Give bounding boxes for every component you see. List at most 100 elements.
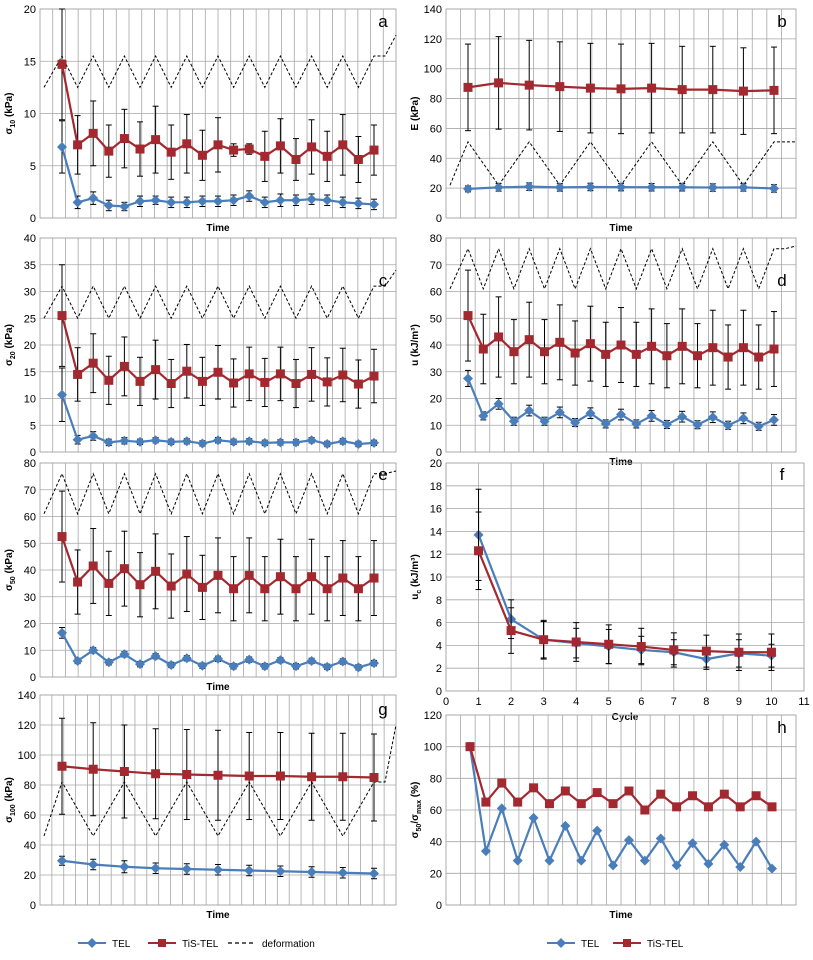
data-point-tel xyxy=(306,194,317,205)
data-point-tel xyxy=(197,660,208,671)
data-point-tis-tel xyxy=(353,584,363,594)
data-point-tis-tel xyxy=(213,140,223,150)
data-point-tis-tel xyxy=(769,85,779,95)
y-tick-label: 20 xyxy=(430,868,442,880)
data-point-tel xyxy=(57,141,67,152)
plot-frame xyxy=(445,714,797,906)
y-axis-label-unit: (kPa) xyxy=(410,97,421,124)
y-axis-label-sub: 20 xyxy=(10,351,17,359)
y-axis-label: σ100 (kPa) xyxy=(4,777,17,823)
y-tick-label: 10 xyxy=(24,645,36,657)
data-point-tis-tel xyxy=(767,802,777,812)
data-point-tis-tel xyxy=(151,365,161,375)
data-point-tis-tel xyxy=(104,375,114,385)
data-point-tis-tel xyxy=(88,128,98,138)
data-point-tis-tel xyxy=(529,783,539,793)
data-point-tis-tel xyxy=(119,134,129,144)
x-tick-label: 9 xyxy=(736,696,742,708)
data-point-tis-tel xyxy=(369,573,379,583)
data-point-tis-tel xyxy=(592,788,602,798)
y-axis-label-sub: c xyxy=(416,590,423,594)
data-point-tel xyxy=(753,421,764,432)
legend-tis-marker xyxy=(158,939,166,947)
data-point-tel xyxy=(353,198,364,209)
data-point-tis-tel xyxy=(166,147,176,157)
data-point-tis-tel xyxy=(213,367,223,377)
y-tick-label: 60 xyxy=(430,805,442,817)
y-tick-label: 10 xyxy=(430,572,442,584)
data-point-tis-tel xyxy=(509,347,519,357)
data-point-tel xyxy=(57,855,67,866)
deformation-line xyxy=(449,140,796,187)
data-point-tis-tel xyxy=(229,145,239,155)
x-axis-label: Time xyxy=(206,223,230,234)
panel-label: e xyxy=(378,465,387,484)
data-point-tel xyxy=(244,865,255,876)
data-point-tel xyxy=(322,438,333,449)
data-point-tis-tel xyxy=(616,340,626,350)
data-point-tis-tel xyxy=(544,799,554,809)
data-point-tis-tel xyxy=(640,805,650,815)
data-point-tel xyxy=(544,855,555,866)
y-axis-label-sub: 100 xyxy=(10,804,17,816)
data-point-tel xyxy=(166,659,177,670)
data-point-tel xyxy=(322,195,333,206)
data-point-tis-tel xyxy=(677,85,687,95)
data-point-tis-tel xyxy=(555,337,565,347)
data-point-tel xyxy=(687,838,698,849)
y-tick-label: 4 xyxy=(436,640,442,652)
data-point-tis-tel xyxy=(275,369,285,379)
data-point-tis-tel xyxy=(662,351,672,361)
data-point-tel xyxy=(57,627,67,638)
data-point-tis-tel xyxy=(322,584,332,594)
data-point-tel xyxy=(88,859,99,870)
data-point-tel xyxy=(524,405,535,416)
data-point-tel xyxy=(88,645,99,656)
data-point-tis-tel xyxy=(135,144,145,154)
data-point-tis-tel xyxy=(57,59,67,69)
y-tick-label: 2 xyxy=(436,663,442,675)
data-point-tel xyxy=(369,868,379,879)
data-point-tel xyxy=(337,867,348,878)
data-point-tis-tel xyxy=(540,347,549,357)
y-tick-label: 40 xyxy=(430,340,442,352)
data-point-tel xyxy=(554,407,565,418)
data-point-tel xyxy=(623,835,634,846)
y-axis-label-main: u xyxy=(410,594,421,600)
y-tick-label: 0 xyxy=(30,900,36,912)
data-point-tis-tel xyxy=(616,84,626,94)
panel-label: c xyxy=(379,271,388,290)
plot-frame xyxy=(39,237,397,453)
data-point-tel xyxy=(291,661,301,672)
x-axis-label: Time xyxy=(609,223,633,234)
y-tick-label: 30 xyxy=(430,367,442,379)
x-tick-label: 4 xyxy=(573,696,579,708)
data-point-tis-tel xyxy=(291,584,301,594)
data-point-tis-tel xyxy=(677,341,687,351)
data-point-tis-tel xyxy=(291,154,301,164)
y-tick-label: 80 xyxy=(430,773,442,785)
data-point-tis-tel xyxy=(244,369,254,379)
data-point-tis-tel xyxy=(723,352,733,362)
y-tick-label: 80 xyxy=(430,94,442,106)
y-tick-label: 120 xyxy=(18,720,36,732)
data-point-tel xyxy=(103,437,114,448)
y-tick-label: 40 xyxy=(430,153,442,165)
data-point-tis-tel xyxy=(307,772,317,782)
data-point-tel xyxy=(197,196,208,207)
data-point-tis-tel xyxy=(524,335,534,345)
data-point-tis-tel xyxy=(307,142,317,152)
data-point-tis-tel xyxy=(73,577,83,587)
data-point-tis-tel xyxy=(494,332,504,342)
y-tick-label: 20 xyxy=(24,340,36,352)
data-point-tel xyxy=(213,435,223,446)
data-point-tel xyxy=(608,860,619,871)
y-axis-label: σ10 (kPa) xyxy=(4,93,17,135)
data-point-tis-tel xyxy=(369,773,379,782)
data-point-tel xyxy=(150,195,161,206)
y-axis-label-main: σ xyxy=(4,816,15,823)
data-point-tis-tel xyxy=(88,358,98,368)
legend-right-tis-label: TiS-TEL xyxy=(647,939,684,950)
